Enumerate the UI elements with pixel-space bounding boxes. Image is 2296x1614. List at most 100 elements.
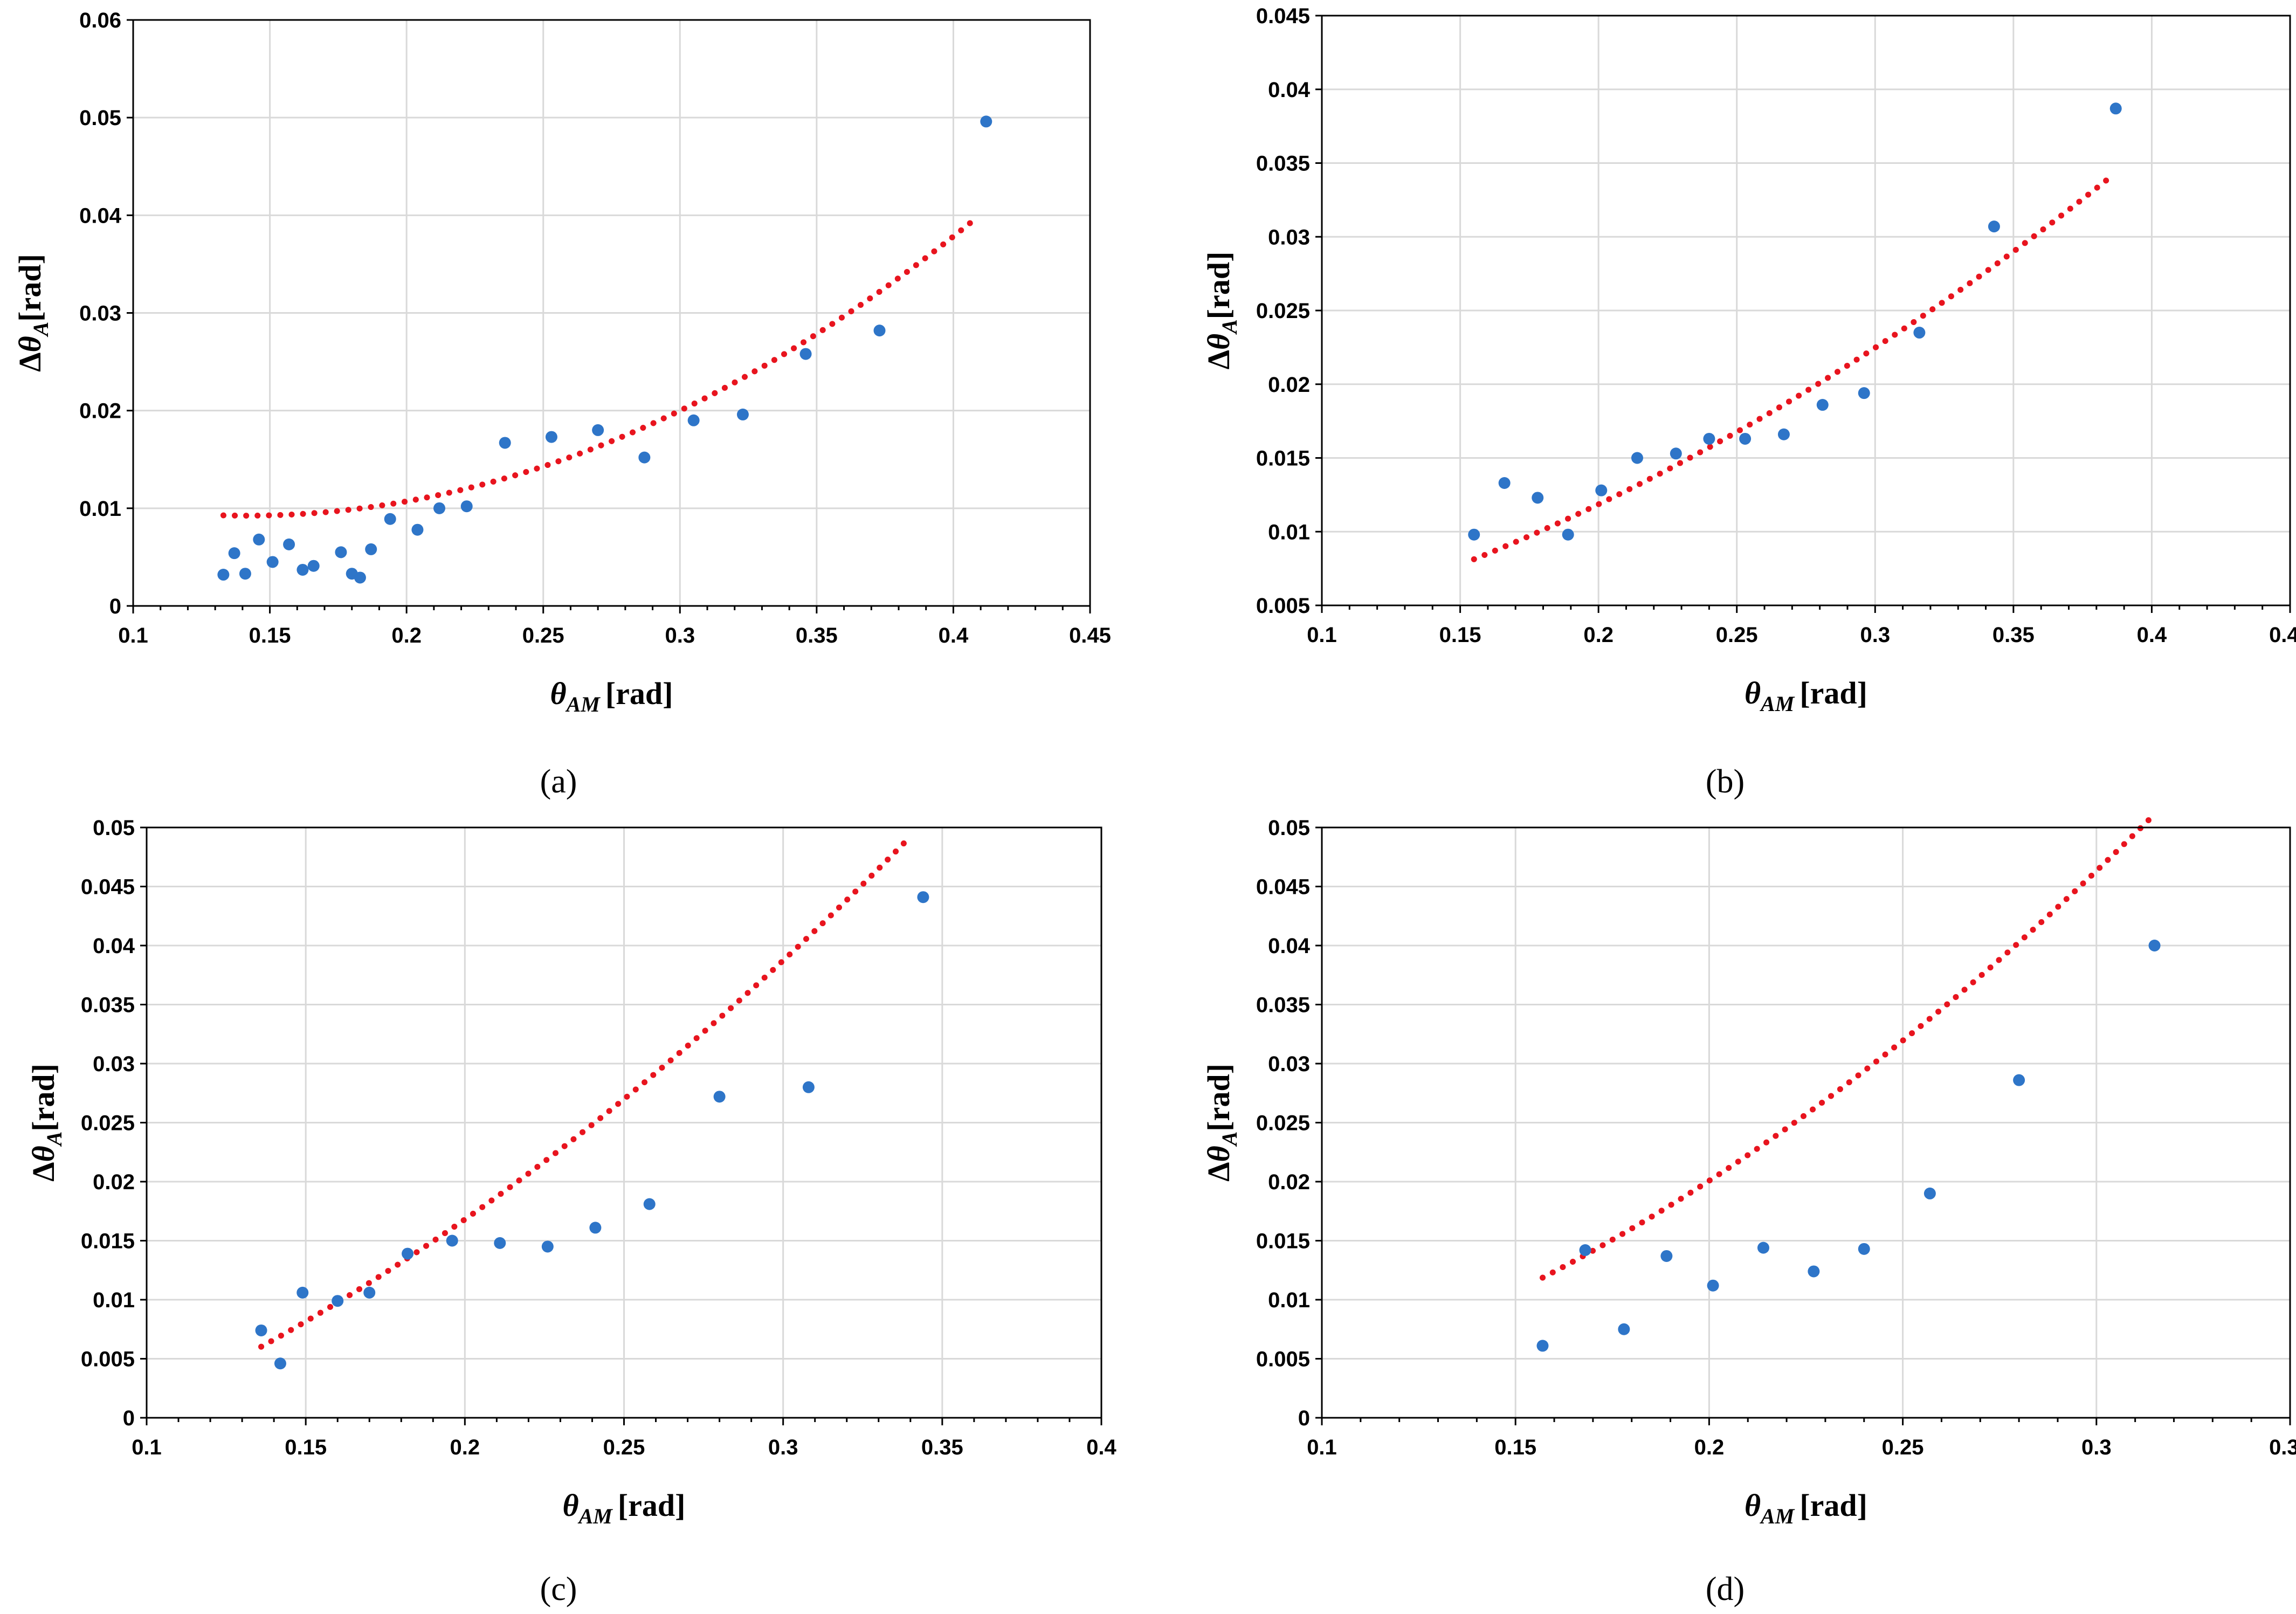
- chart-panel-b: 0.1 0.15 0.2 0.25 0.3 0.35 0.4 0.45 0.005 0.01 0.…: [1201, 4, 2296, 800]
- data-point-d: [1579, 1244, 1591, 1257]
- data-point-c: [402, 1247, 414, 1260]
- data-point-c: [589, 1222, 602, 1234]
- data-point-a: [799, 348, 812, 360]
- data-point-d: [2148, 940, 2161, 951]
- data-point-c: [255, 1324, 267, 1336]
- y-tick-label-c: 0: [123, 1406, 135, 1430]
- data-point-a: [873, 325, 886, 337]
- x-axis-title-a: θAM [rad]: [550, 676, 673, 716]
- x-tick-label-c: 0.25: [603, 1436, 645, 1459]
- data-point-d: [1858, 1243, 1870, 1255]
- x-axis-title-c: θAM [rad]: [563, 1488, 686, 1528]
- y-tick-label-c: 0.02: [93, 1170, 135, 1194]
- x-tick-label-a: 0.3: [665, 624, 695, 647]
- chart-panel-d: 0.1 0.15 0.2 0.25 0.3 0.35 0 0.005 0.01 0.015 0.0…: [1201, 811, 2296, 1608]
- trendline-path-d: [1540, 811, 2158, 1281]
- data-point-d: [2013, 1074, 2025, 1086]
- y-tick-label-a: 0: [109, 595, 121, 618]
- x-tick-label-b: 0.2: [1583, 623, 1614, 647]
- data-point-a: [307, 560, 320, 572]
- data-point-b: [1532, 492, 1544, 504]
- data-point-d: [1707, 1279, 1719, 1292]
- data-point-a: [283, 538, 295, 550]
- chart-panel-a: 0.1 0.15 0.2 0.25 0.3 0.35 0.4 0.45 0 0.01 0.02 0.…: [12, 9, 1111, 800]
- y-tick-label-b: 0.02: [1268, 373, 1310, 397]
- y-tick-label-d: 0.005: [1256, 1348, 1310, 1371]
- y-tick-label-c: 0.035: [81, 994, 135, 1017]
- y-tick-label-d: 0.025: [1256, 1112, 1310, 1135]
- y-tick-label-c: 0.025: [81, 1112, 135, 1135]
- y-tick-label-d: 0.02: [1268, 1170, 1310, 1194]
- y-axis-title-a: ΔθA[rad]: [12, 254, 53, 372]
- data-point-b: [1858, 387, 1870, 399]
- y-tick-label-b: 0.005: [1256, 594, 1310, 618]
- data-point-d: [1536, 1340, 1549, 1352]
- x-tick-label-b: 0.15: [1439, 623, 1481, 647]
- y-axis-title-d: ΔθA[rad]: [1201, 1064, 1242, 1182]
- y-tick-label-b: 0.03: [1268, 225, 1310, 249]
- x-tick-label-a: 0.25: [522, 624, 564, 647]
- panel-label-d: (d): [1706, 1571, 1745, 1608]
- x-tick-label-a: 0.4: [939, 624, 969, 647]
- x-tick-label-b: 0.3: [1860, 623, 1890, 647]
- points-b: [1468, 102, 2122, 541]
- x-tick-label-b: 0.45: [2269, 623, 2296, 647]
- y-tick-label-b: 0.015: [1256, 447, 1310, 471]
- panel-label-c: (c): [540, 1571, 577, 1608]
- data-point-a: [253, 533, 265, 546]
- x-tick-label-a: 0.35: [796, 624, 838, 647]
- data-point-c: [332, 1295, 344, 1307]
- x-tick-label-a: 0.45: [1069, 624, 1111, 647]
- x-tick-label-c: 0.15: [285, 1436, 327, 1459]
- data-point-a: [980, 115, 992, 128]
- y-tick-label-a: 0.05: [79, 106, 121, 130]
- data-point-b: [1562, 528, 1574, 541]
- y-tick-label-b: 0.04: [1268, 78, 1311, 102]
- data-point-b: [1670, 447, 1682, 460]
- chart-panel-c: 0.1 0.15 0.2 0.25 0.3 0.35 0.4 0 0.005 0.01 0.015…: [26, 816, 1117, 1608]
- data-point-c: [274, 1357, 286, 1370]
- x-tick-label-c: 0.3: [768, 1436, 798, 1459]
- data-point-b: [2109, 102, 2122, 115]
- y-tick-label-c: 0.01: [93, 1288, 135, 1312]
- data-point-a: [335, 546, 347, 558]
- data-point-d: [1757, 1241, 1769, 1254]
- data-point-b: [1595, 484, 1608, 496]
- points-a: [217, 115, 992, 584]
- y-axis-title-b: ΔθA[rad]: [1201, 252, 1242, 370]
- data-point-a: [266, 556, 279, 568]
- y-tick-label-d: 0.05: [1268, 816, 1310, 840]
- x-axis-title-d: θAM [rad]: [1745, 1488, 1867, 1528]
- trendline-path-a: [220, 216, 978, 519]
- y-tick-label-b: 0.045: [1256, 4, 1310, 28]
- data-point-b: [1468, 528, 1480, 541]
- y-tick-label-b: 0.035: [1256, 152, 1310, 176]
- y-tick-label-d: 0.035: [1256, 994, 1310, 1017]
- data-point-c: [494, 1237, 506, 1249]
- data-point-b: [1739, 432, 1752, 445]
- x-tick-label-c: 0.2: [450, 1436, 480, 1459]
- x-tick-label-a: 0.15: [249, 624, 291, 647]
- data-point-c: [643, 1198, 656, 1210]
- data-point-b: [1498, 477, 1511, 489]
- data-point-d: [1660, 1250, 1673, 1262]
- points-d: [1536, 940, 2161, 1352]
- y-tick-label-a: 0.02: [79, 399, 121, 423]
- y-tick-label-a: 0.03: [79, 302, 121, 326]
- x-tick-label-b: 0.25: [1716, 623, 1758, 647]
- data-point-a: [545, 431, 557, 443]
- y-axis-title-c: ΔθA[rad]: [26, 1064, 66, 1182]
- y-tick-label-c: 0.03: [93, 1052, 135, 1076]
- points-c: [255, 891, 929, 1370]
- trendline-path-b: [1471, 172, 2116, 562]
- trendline-a: [220, 216, 978, 519]
- data-point-b: [1631, 452, 1643, 464]
- data-point-d: [1923, 1187, 1936, 1199]
- x-axis-title-b: θAM [rad]: [1745, 675, 1867, 716]
- y-tick-label-b: 0.025: [1256, 299, 1310, 323]
- x-tick-label-a: 0.2: [391, 624, 422, 647]
- data-point-a: [297, 563, 309, 576]
- data-point-a: [365, 543, 377, 555]
- trendline-c: [258, 833, 914, 1350]
